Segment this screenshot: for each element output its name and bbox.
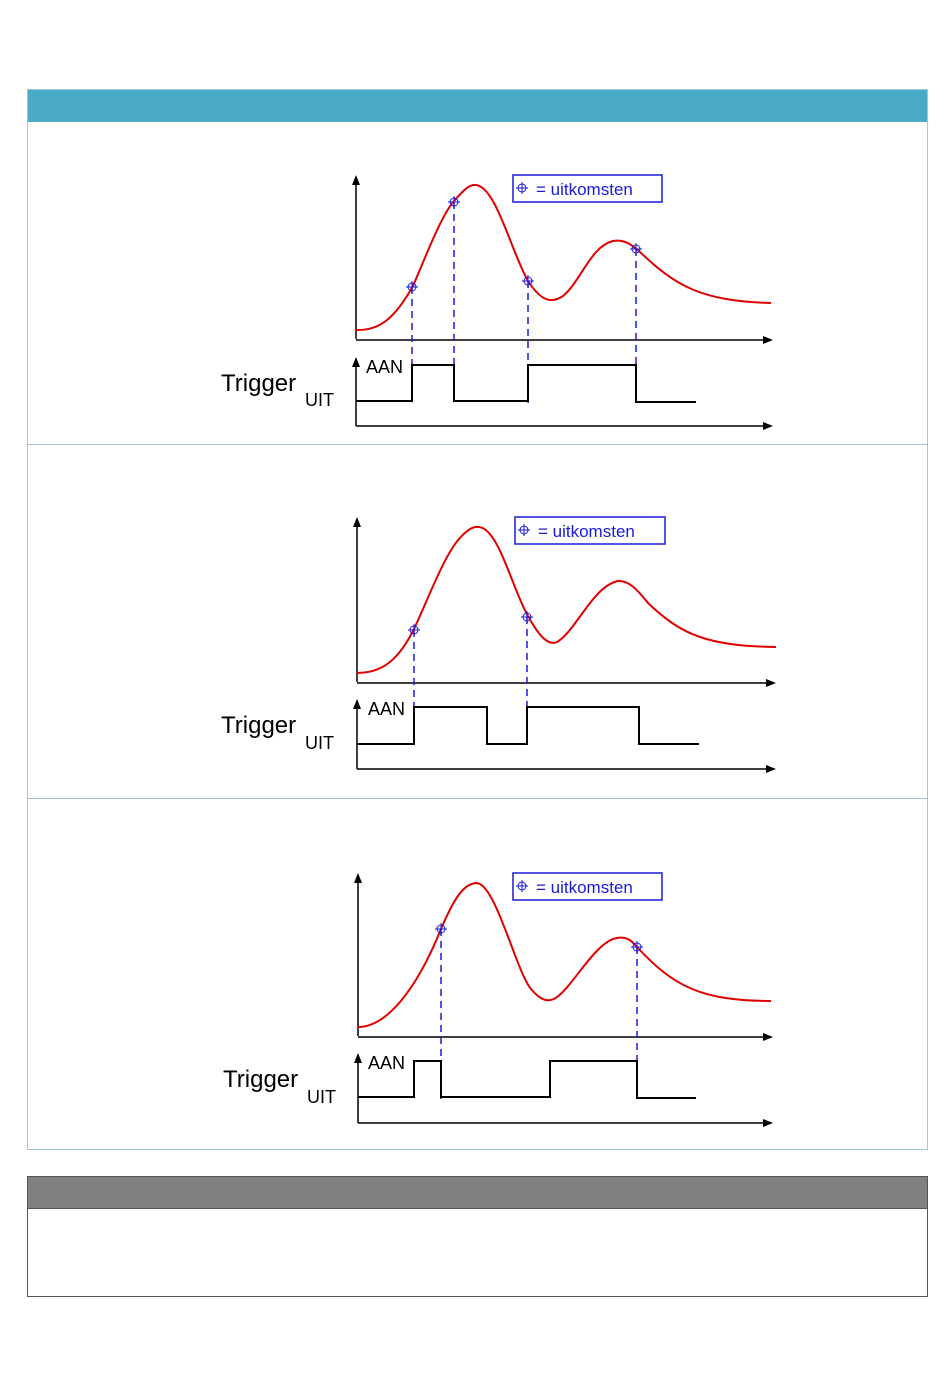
legend-marker-icon — [518, 524, 530, 536]
signal-curve — [357, 881, 772, 1028]
trigger-waveform — [357, 706, 699, 745]
legend-label: = uitkomsten — [536, 180, 633, 199]
trigger-label: Trigger — [221, 712, 296, 739]
crosshair-marker-icon — [408, 611, 533, 636]
aan-label: AAN — [366, 357, 403, 377]
y-axis-arrow — [352, 175, 360, 185]
trigger-waveform — [356, 364, 696, 403]
aan-label: AAN — [368, 1053, 405, 1073]
trigger-subscript: UIT — [305, 733, 334, 753]
legend-marker-icon — [516, 880, 528, 892]
trigger-label: Trigger — [221, 370, 296, 397]
note-header-bar — [28, 1177, 927, 1209]
x-axis-arrow — [763, 336, 773, 344]
panel-1: = uitkomsten AAN Trigger UIT — [221, 174, 773, 430]
panel-2: = uitkomsten AAN Trigger UIT — [221, 516, 777, 773]
panel-3: = uitkomsten AAN Trigger UIT — [223, 872, 773, 1127]
legend-marker-icon — [516, 182, 528, 194]
signal-curve — [356, 525, 777, 674]
trigger-subscript: UIT — [305, 390, 334, 410]
panel-divider — [28, 798, 927, 799]
legend-label: = uitkomsten — [536, 878, 633, 897]
note-box — [27, 1176, 928, 1297]
legend-box — [514, 516, 666, 545]
panel-divider — [28, 444, 927, 445]
crosshair-marker-icon — [435, 923, 643, 953]
signal-curve — [355, 183, 772, 332]
diagram-frame: = uitkomsten AAN Trigger UIT — [27, 89, 928, 1150]
legend-box — [512, 174, 663, 203]
trigger-label: Trigger — [223, 1066, 298, 1093]
crosshair-marker-icon — [406, 196, 642, 293]
frame-header-bar — [28, 90, 927, 122]
trigger-waveform — [358, 1060, 696, 1099]
legend-label: = uitkomsten — [538, 522, 635, 541]
aan-label: AAN — [368, 699, 405, 719]
legend-box — [512, 872, 663, 901]
trigger-subscript: UIT — [307, 1087, 336, 1107]
